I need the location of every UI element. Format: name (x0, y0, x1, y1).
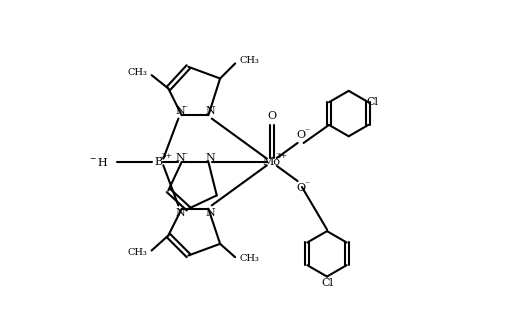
Text: CH₃: CH₃ (128, 68, 148, 77)
Text: N: N (175, 153, 185, 163)
Text: N: N (175, 106, 185, 116)
Text: N: N (175, 208, 185, 218)
Text: 3+: 3+ (161, 152, 173, 160)
Text: ⁻: ⁻ (183, 105, 188, 114)
Text: ⁻: ⁻ (183, 152, 188, 160)
Text: O: O (267, 111, 276, 121)
Text: N: N (205, 106, 215, 116)
Text: N: N (205, 153, 215, 163)
Text: CH₃: CH₃ (128, 248, 148, 257)
Text: ⁻: ⁻ (304, 128, 309, 136)
Text: O: O (297, 130, 306, 140)
Text: CH₃: CH₃ (239, 255, 259, 263)
Text: Mo: Mo (263, 157, 281, 167)
Text: Cl: Cl (321, 278, 333, 288)
Text: B: B (154, 157, 162, 167)
Text: CH₃: CH₃ (239, 56, 259, 65)
Text: $^-$H: $^-$H (88, 156, 109, 168)
Text: Cl: Cl (367, 97, 379, 107)
Text: 3+: 3+ (276, 152, 288, 160)
Text: ⁻: ⁻ (183, 207, 188, 216)
Text: N: N (205, 208, 215, 218)
Text: O: O (297, 183, 306, 193)
Text: ⁻: ⁻ (304, 180, 309, 189)
